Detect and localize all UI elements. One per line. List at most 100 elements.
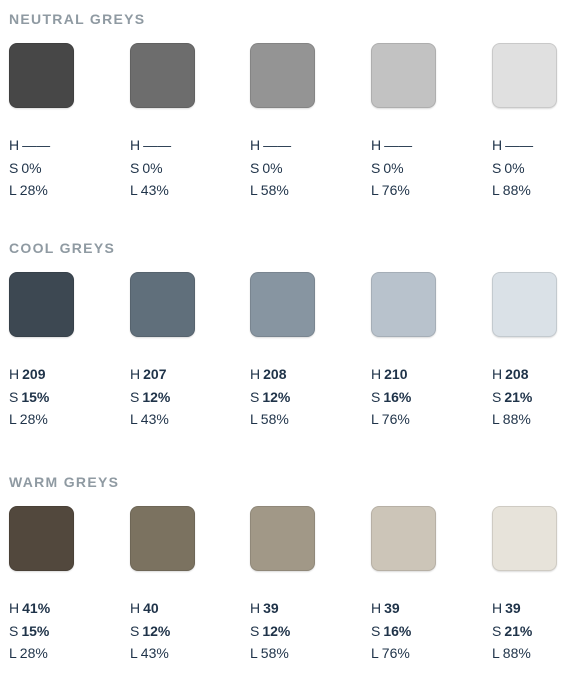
saturation-key: S (492, 160, 501, 176)
lightness-line: L 58% (250, 179, 320, 202)
swatch-meta: H 39 S 16% L 76% (371, 597, 441, 665)
swatch-neutral-4[interactable]: H —— S 0% L 76% (371, 43, 441, 202)
color-chip[interactable] (492, 506, 557, 571)
lightness-line: L 88% (492, 408, 562, 431)
hue-value: 39 (263, 600, 279, 616)
hue-value: —— (263, 137, 291, 153)
swatch-meta: H 39 S 21% L 88% (492, 597, 562, 665)
color-chip[interactable] (250, 272, 315, 337)
hue-value: 208 (505, 366, 528, 382)
lightness-key: L (130, 411, 138, 427)
saturation-line: S 16% (371, 386, 441, 409)
swatch-warm-5[interactable]: H 39 S 21% L 88% (492, 506, 562, 665)
lightness-key: L (250, 182, 258, 198)
color-chip[interactable] (130, 506, 195, 571)
saturation-key: S (492, 623, 501, 639)
swatch-neutral-3[interactable]: H —— S 0% L 58% (250, 43, 320, 202)
hue-key: H (9, 366, 19, 382)
saturation-value: 16% (383, 389, 411, 405)
lightness-key: L (371, 645, 379, 661)
swatch-meta: H 40 S 12% L 43% (130, 597, 200, 665)
hue-value: 210 (384, 366, 407, 382)
swatch-cool-1[interactable]: H 209 S 15% L 28% (9, 272, 79, 431)
color-chip[interactable] (492, 43, 557, 108)
lightness-value: 76% (382, 411, 410, 427)
hue-line: H 207 (130, 363, 200, 386)
saturation-value: 0% (504, 160, 524, 176)
saturation-value: 21% (504, 623, 532, 639)
saturation-line: S 15% (9, 620, 79, 643)
lightness-line: L 76% (371, 642, 441, 665)
saturation-value: 15% (21, 623, 49, 639)
hue-line: H —— (250, 134, 320, 157)
hue-key: H (492, 137, 502, 153)
swatch-neutral-2[interactable]: H —— S 0% L 43% (130, 43, 200, 202)
hue-key: H (250, 366, 260, 382)
color-chip[interactable] (250, 506, 315, 571)
swatch-warm-1[interactable]: H 41% S 15% L 28% (9, 506, 79, 665)
saturation-key: S (250, 389, 259, 405)
saturation-line: S 0% (371, 157, 441, 180)
hue-value: —— (505, 137, 533, 153)
swatch-meta: H —— S 0% L 76% (371, 134, 441, 202)
lightness-value: 43% (141, 645, 169, 661)
swatch-cool-3[interactable]: H 208 S 12% L 58% (250, 272, 320, 431)
saturation-value: 0% (262, 160, 282, 176)
hue-line: H —— (130, 134, 200, 157)
saturation-value: 21% (504, 389, 532, 405)
color-chip[interactable] (130, 43, 195, 108)
color-chip[interactable] (9, 506, 74, 571)
hue-value: 209 (22, 366, 45, 382)
saturation-value: 16% (383, 623, 411, 639)
saturation-value: 12% (142, 623, 170, 639)
swatch-neutral-5[interactable]: H —— S 0% L 88% (492, 43, 562, 202)
hue-value: 208 (263, 366, 286, 382)
swatch-cool-4[interactable]: H 210 S 16% L 76% (371, 272, 441, 431)
color-chip[interactable] (371, 506, 436, 571)
lightness-key: L (9, 182, 17, 198)
color-chip[interactable] (9, 43, 74, 108)
lightness-value: 43% (141, 411, 169, 427)
swatch-cool-2[interactable]: H 207 S 12% L 43% (130, 272, 200, 431)
swatch-meta: H 208 S 12% L 58% (250, 363, 320, 431)
lightness-line: L 28% (9, 642, 79, 665)
lightness-value: 43% (141, 182, 169, 198)
swatch-warm-4[interactable]: H 39 S 16% L 76% (371, 506, 441, 665)
swatch-warm-2[interactable]: H 40 S 12% L 43% (130, 506, 200, 665)
lightness-key: L (250, 411, 258, 427)
hue-key: H (130, 366, 140, 382)
saturation-line: S 0% (130, 157, 200, 180)
saturation-value: 12% (262, 389, 290, 405)
hue-value: 207 (143, 366, 166, 382)
lightness-key: L (9, 411, 17, 427)
swatch-warm-3[interactable]: H 39 S 12% L 58% (250, 506, 320, 665)
hue-line: H 39 (371, 597, 441, 620)
saturation-key: S (492, 389, 501, 405)
saturation-value: 12% (142, 389, 170, 405)
saturation-line: S 21% (492, 386, 562, 409)
lightness-value: 88% (503, 411, 531, 427)
saturation-value: 0% (142, 160, 162, 176)
section-title-warm-greys: WARM GREYS (9, 474, 119, 490)
color-chip[interactable] (371, 43, 436, 108)
hue-key: H (371, 600, 381, 616)
lightness-value: 88% (503, 182, 531, 198)
lightness-key: L (371, 182, 379, 198)
color-chip[interactable] (9, 272, 74, 337)
color-chip[interactable] (371, 272, 436, 337)
color-chip[interactable] (250, 43, 315, 108)
lightness-value: 28% (20, 182, 48, 198)
swatch-cool-5[interactable]: H 208 S 21% L 88% (492, 272, 562, 431)
swatch-neutral-1[interactable]: H —— S 0% L 28% (9, 43, 79, 202)
section-title-cool-greys: COOL GREYS (9, 240, 115, 256)
saturation-key: S (250, 160, 259, 176)
swatch-meta: H —— S 0% L 58% (250, 134, 320, 202)
hue-key: H (371, 137, 381, 153)
color-chip[interactable] (492, 272, 557, 337)
color-chip[interactable] (130, 272, 195, 337)
hue-value: 40 (143, 600, 159, 616)
lightness-key: L (250, 645, 258, 661)
swatch-meta: H 39 S 12% L 58% (250, 597, 320, 665)
lightness-line: L 88% (492, 179, 562, 202)
hue-line: H 40 (130, 597, 200, 620)
